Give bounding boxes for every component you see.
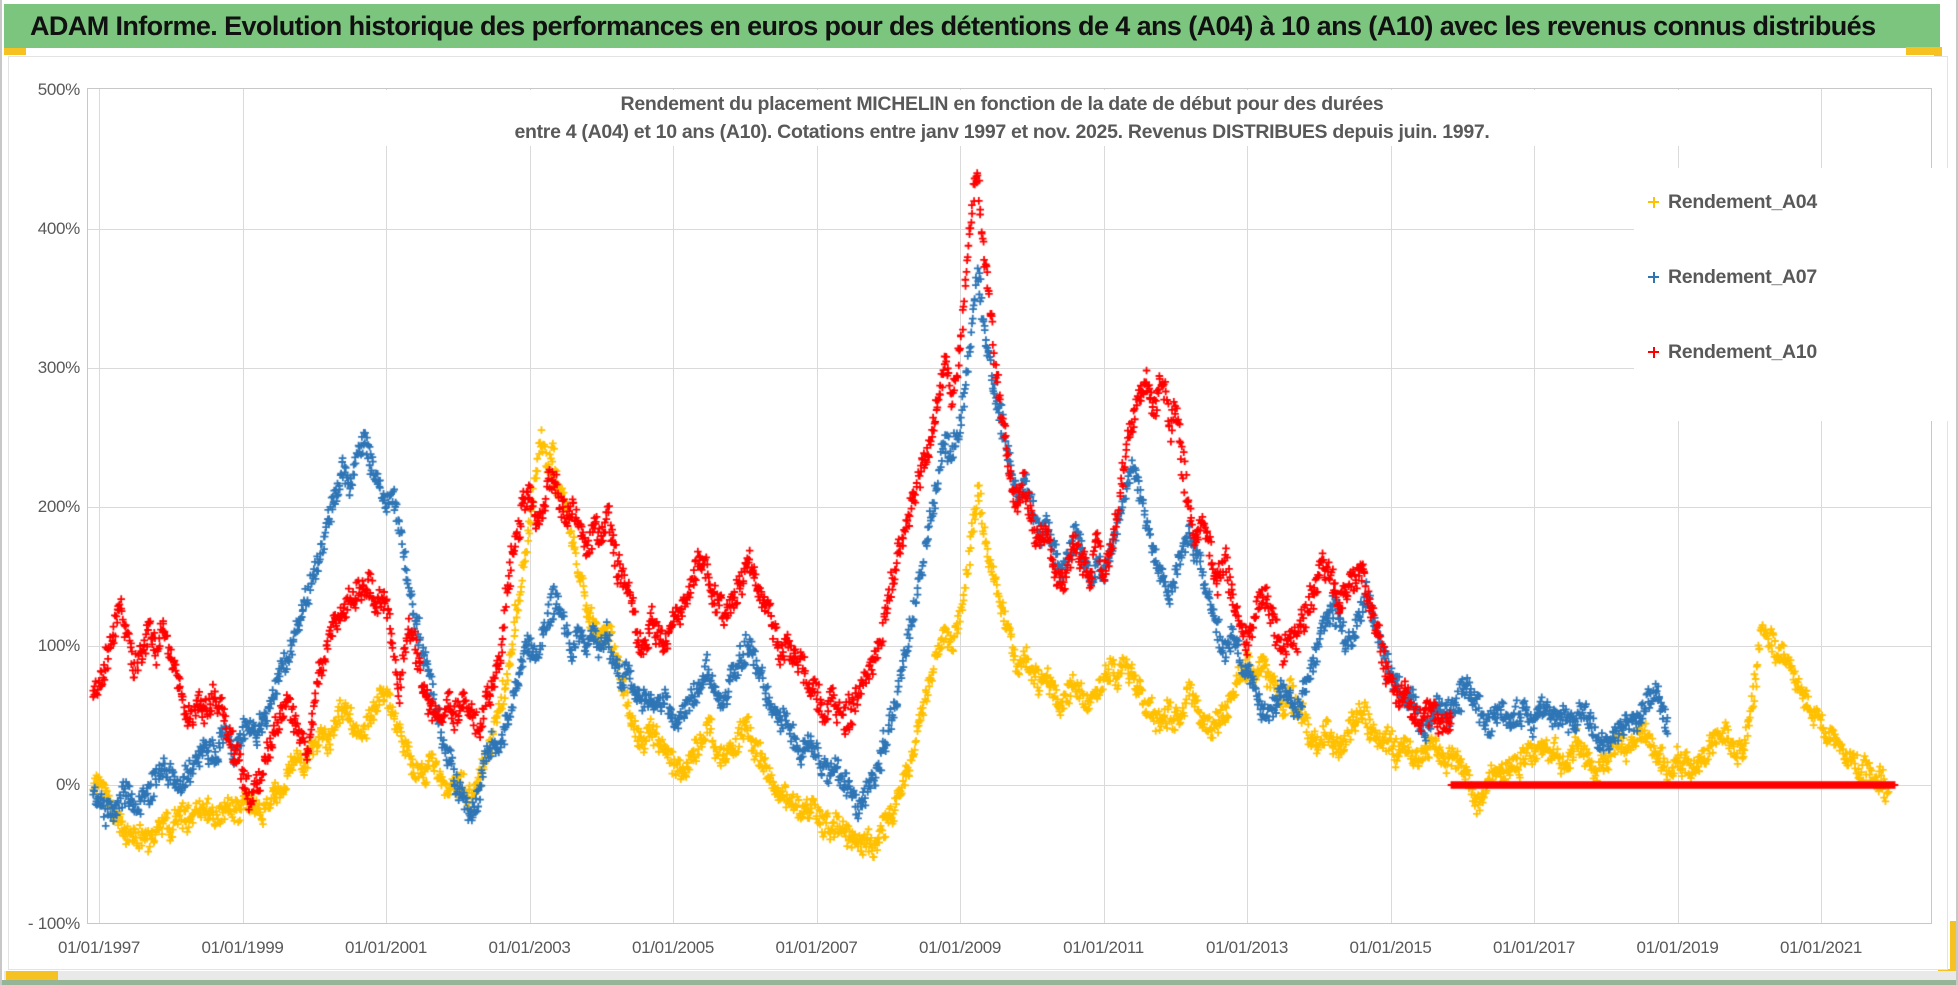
plus-marker-icon bbox=[1648, 271, 1659, 283]
y-tick-label: 0% bbox=[56, 775, 80, 794]
x-tick-label: 01/01/2001 bbox=[344, 938, 428, 957]
legend-label: Rendement_A10 bbox=[1668, 340, 1817, 363]
y-tick-label: 300% bbox=[37, 358, 81, 377]
chart-title-line2: entre 4 (A04) et 10 ans (A10). Cotations… bbox=[514, 121, 1490, 143]
legend-label: Rendement_A07 bbox=[1668, 265, 1817, 288]
x-tick-label: 01/01/2007 bbox=[775, 938, 858, 957]
x-tick-label: 01/01/2011 bbox=[1063, 938, 1144, 957]
y-tick-label: 500% bbox=[37, 80, 81, 99]
x-tick-label: 01/01/2003 bbox=[488, 938, 571, 957]
x-tick-label: 01/01/2021 bbox=[1779, 938, 1863, 957]
x-tick-label: 01/01/1997 bbox=[57, 938, 141, 957]
legend-label: Rendement_A04 bbox=[1668, 190, 1817, 213]
x-tick-label: 01/01/1999 bbox=[201, 938, 284, 957]
x-tick-label: 01/01/2005 bbox=[631, 938, 715, 957]
chart-title: Rendement du placement MICHELIN en fonct… bbox=[302, 90, 1702, 146]
plus-marker-icon bbox=[1648, 346, 1659, 358]
x-tick-label: 01/01/2015 bbox=[1349, 938, 1432, 957]
x-tick-label: 01/01/2017 bbox=[1492, 938, 1576, 957]
x-tick-label: 01/01/2013 bbox=[1205, 938, 1289, 957]
chart-legend: Rendement_A04 Rendement_A07 Rendement_A1… bbox=[1634, 168, 1956, 421]
legend-item-rendement-a10[interactable]: Rendement_A10 bbox=[1648, 336, 1956, 368]
legend-item-rendement-a07[interactable]: Rendement_A07 bbox=[1648, 261, 1956, 293]
y-tick-label: 200% bbox=[37, 497, 81, 516]
chart-title-line1: Rendement du placement MICHELIN en fonct… bbox=[620, 93, 1384, 115]
legend-item-rendement-a04[interactable]: Rendement_A04 bbox=[1648, 186, 1956, 218]
x-tick-label: 01/01/2009 bbox=[918, 938, 1002, 957]
y-tick-label: 400% bbox=[37, 219, 81, 238]
x-tick-label: 01/01/2019 bbox=[1636, 938, 1719, 957]
bottom-edge-bar bbox=[2, 980, 1956, 985]
horizontal-scrollbar-thumb[interactable] bbox=[6, 971, 58, 980]
y-tick-label: - 100% bbox=[27, 914, 80, 933]
y-tick-label: 100% bbox=[37, 636, 81, 655]
horizontal-scrollbar-track[interactable] bbox=[4, 971, 1956, 980]
plus-marker-icon bbox=[1648, 196, 1659, 208]
